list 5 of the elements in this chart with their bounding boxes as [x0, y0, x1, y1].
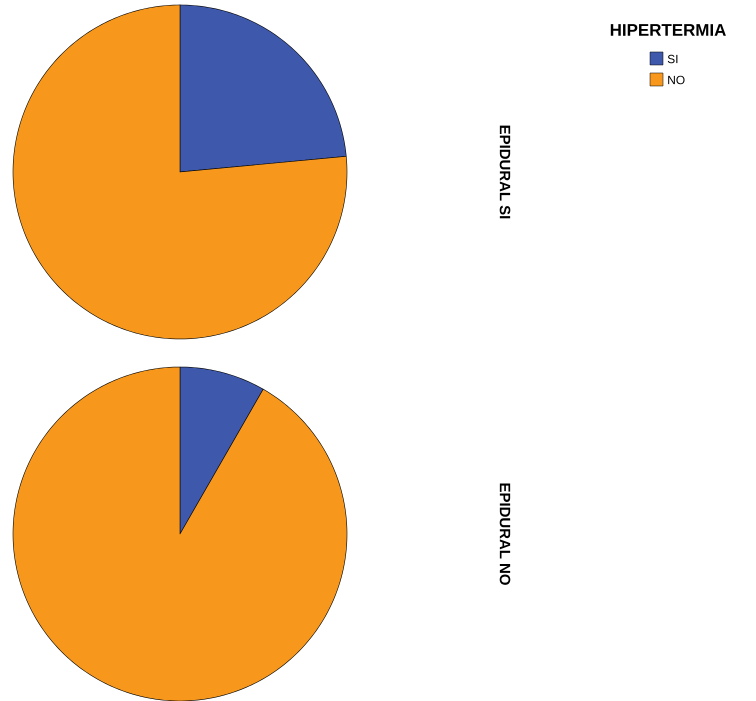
legend-title: HIPERTERMIA [610, 24, 726, 36]
text: EPIDURAL NO [500, 484, 510, 585]
text: EPIDURAL SI [500, 126, 510, 218]
legend-label: SI [668, 54, 678, 64]
legend-label: NO [668, 76, 685, 84]
